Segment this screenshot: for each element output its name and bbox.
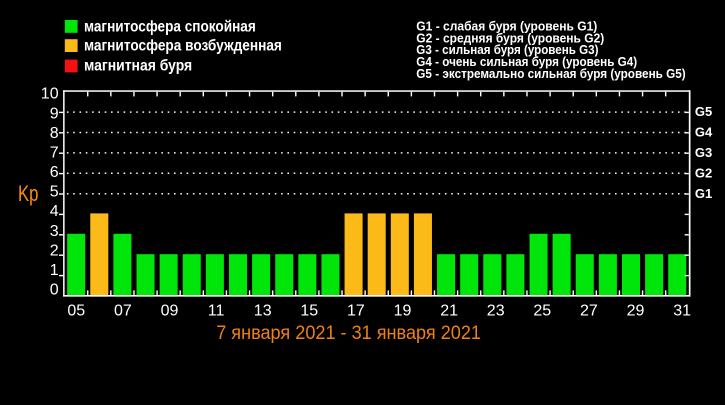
svg-text:G1: G1	[695, 186, 712, 201]
svg-text:05: 05	[67, 302, 85, 319]
svg-text:7 января 2021 - 31 января 2021: 7 января 2021 - 31 января 2021	[216, 323, 481, 344]
svg-text:21: 21	[440, 302, 458, 319]
svg-text:G5: G5	[695, 104, 712, 119]
svg-text:2: 2	[50, 242, 59, 259]
svg-text:7: 7	[50, 144, 59, 161]
svg-text:G1 - слабая буря (уровень G1): G1 - слабая буря (уровень G1)	[416, 18, 597, 33]
svg-text:09: 09	[161, 302, 179, 319]
svg-text:27: 27	[580, 302, 598, 319]
svg-text:23: 23	[487, 302, 505, 319]
svg-text:07: 07	[114, 302, 132, 319]
svg-text:17: 17	[347, 302, 365, 319]
svg-text:магнитная буря: магнитная буря	[84, 58, 192, 75]
svg-text:G5 - экстремально сильная буря: G5 - экстремально сильная буря (уровень …	[416, 66, 685, 81]
svg-text:3: 3	[50, 223, 59, 240]
svg-text:4: 4	[50, 203, 59, 220]
svg-text:0: 0	[50, 282, 59, 299]
svg-text:G3 - сильная буря (уровень G3): G3 - сильная буря (уровень G3)	[416, 42, 598, 57]
svg-text:Kр: Kр	[18, 181, 39, 206]
svg-text:8: 8	[50, 125, 59, 142]
svg-text:11: 11	[208, 302, 225, 319]
svg-text:29: 29	[627, 302, 645, 319]
svg-text:6: 6	[50, 164, 59, 181]
svg-text:магнитосфера спокойная: магнитосфера спокойная	[84, 19, 256, 36]
svg-text:15: 15	[300, 302, 318, 319]
svg-text:G4 - очень сильная буря (урове: G4 - очень сильная буря (уровень G4)	[416, 54, 637, 69]
svg-text:1: 1	[50, 262, 59, 279]
svg-text:G2: G2	[695, 165, 712, 180]
svg-text:19: 19	[394, 302, 412, 319]
svg-text:9: 9	[50, 105, 59, 122]
svg-text:25: 25	[533, 302, 551, 319]
svg-text:G2 - средняя буря (уровень G2): G2 - средняя буря (уровень G2)	[416, 30, 604, 45]
svg-text:G4: G4	[695, 125, 713, 140]
svg-text:5: 5	[50, 184, 59, 201]
svg-text:G3: G3	[695, 145, 712, 160]
svg-text:10: 10	[41, 86, 59, 103]
svg-text:13: 13	[254, 302, 272, 319]
svg-text:магнитосфера возбужденная: магнитосфера возбужденная	[84, 38, 282, 55]
svg-text:31: 31	[673, 302, 691, 319]
